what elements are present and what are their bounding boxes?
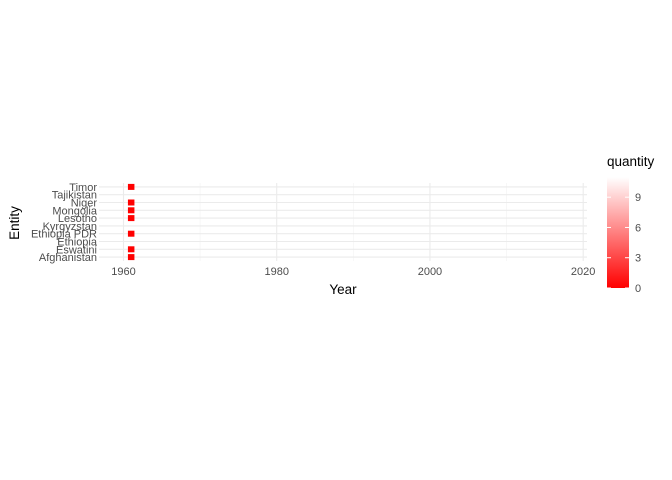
data-tile [127, 183, 135, 190]
legend-tick-label: 6 [635, 222, 641, 234]
y-tick-label: Lesotho [58, 213, 97, 225]
y-tick-label: Tajikistan [52, 190, 97, 202]
y-tick-label: Niger [71, 198, 98, 210]
y-tick-label: Ethiopia PDR [31, 229, 97, 241]
legend-tick-label: 0 [635, 283, 641, 295]
legend-tick-label: 3 [635, 253, 641, 265]
x-axis-labels: 1960 1980 2000 2020 [111, 266, 595, 278]
y-tick-label: Ethiopia [57, 237, 98, 249]
data-tile [127, 207, 135, 214]
x-tick-label: 1960 [111, 266, 135, 278]
data-tile [127, 215, 135, 222]
legend: quantity 0 3 6 9 [607, 154, 655, 295]
y-axis-title: Entity [7, 206, 22, 240]
data-tiles [127, 183, 135, 261]
data-tile [127, 230, 135, 237]
grid [99, 183, 587, 261]
y-tick-label: Afghanistan [39, 252, 97, 264]
x-tick-label: 2020 [571, 266, 595, 278]
legend-tick-label: 9 [635, 192, 641, 204]
y-tick-label: Timor [69, 182, 97, 194]
x-axis-title: Year [329, 282, 357, 297]
y-tick-label: Eswatini [56, 244, 97, 256]
y-tick-label: Mongolia [52, 205, 98, 217]
x-tick-label: 1980 [264, 266, 288, 278]
data-tile [127, 254, 135, 261]
data-tile [127, 199, 135, 206]
y-tick-label: Kyrgyzstan [43, 221, 97, 233]
legend-title: quantity [607, 154, 655, 169]
data-tile [127, 246, 135, 253]
legend-colorbar [607, 177, 629, 288]
legend-ticks: 0 3 6 9 [607, 192, 641, 295]
x-tick-label: 2000 [418, 266, 442, 278]
